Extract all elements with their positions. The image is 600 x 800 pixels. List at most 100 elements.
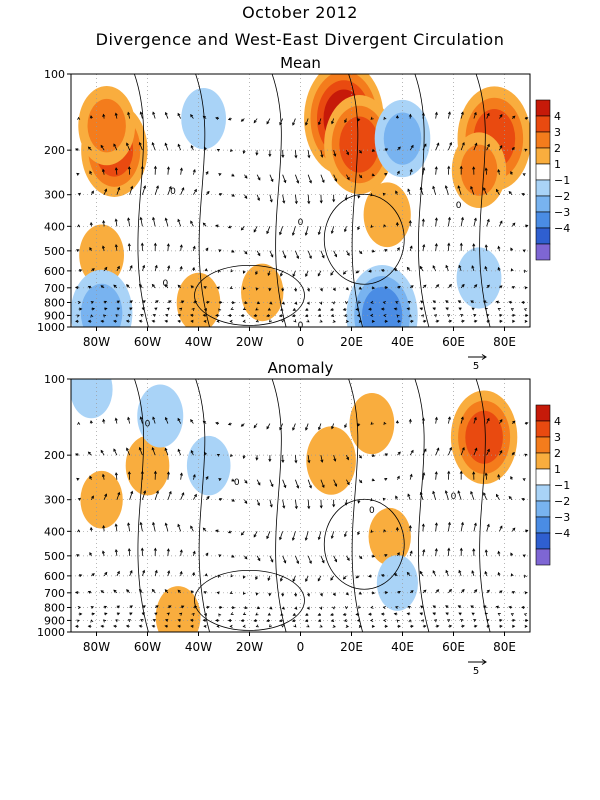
circulation-vector	[483, 187, 488, 195]
vector-head	[407, 188, 411, 192]
reference-vector-label: 5	[473, 361, 479, 372]
circulation-vector	[269, 174, 274, 182]
vector-head	[77, 116, 81, 120]
vector-head	[359, 556, 363, 560]
vector-head	[255, 612, 259, 616]
vector-head	[177, 112, 181, 117]
circulation-vector	[279, 531, 284, 540]
vector-head	[460, 521, 464, 526]
x-tick-label: 60W	[134, 640, 161, 654]
vector-head	[142, 300, 146, 304]
vector-head	[138, 141, 142, 146]
vector-head	[166, 548, 170, 552]
vector-head	[215, 116, 219, 120]
vector-head	[383, 314, 387, 318]
circulation-vector	[331, 226, 335, 234]
vector-head	[152, 416, 156, 420]
vector-head	[127, 416, 131, 421]
colorbar-label: 1	[554, 158, 561, 171]
circulation-vector	[432, 186, 437, 195]
vector-head	[461, 446, 465, 451]
circulation-vector	[320, 555, 325, 563]
vector-head	[294, 201, 298, 205]
circulation-vector	[435, 143, 440, 151]
circulation-vector	[103, 189, 107, 195]
vector-head	[87, 590, 92, 594]
vector-head	[256, 606, 261, 610]
circulation-vector	[470, 186, 475, 195]
vector-head	[525, 618, 529, 622]
circulation-vector	[266, 226, 271, 234]
circulation-vector	[448, 417, 451, 424]
vector-head	[472, 471, 476, 475]
vector-head	[75, 148, 79, 152]
circulation-vector	[307, 479, 312, 489]
vector-head	[368, 307, 372, 311]
vector-head	[204, 268, 208, 272]
circulation-vector	[448, 142, 452, 151]
vector-head	[319, 319, 323, 323]
vector-head	[227, 422, 232, 426]
vector-head	[370, 605, 374, 609]
divergence-shade	[376, 555, 418, 611]
vector-head	[266, 426, 270, 430]
vector-head	[215, 618, 219, 622]
vector-head	[100, 285, 104, 289]
colorbar-swatch	[535, 404, 551, 422]
vector-head	[203, 286, 207, 289]
circulation-vector	[346, 174, 350, 180]
vector-head	[321, 255, 325, 259]
circulation-vector	[164, 143, 169, 151]
vector-head	[253, 619, 257, 623]
x-tick-label: 40E	[391, 640, 414, 654]
vector-head	[380, 269, 385, 273]
vector-head	[495, 300, 499, 304]
vector-head	[371, 173, 376, 177]
circulation-vector	[116, 187, 120, 195]
circulation-vector	[422, 418, 425, 424]
x-tick-label: 20W	[236, 335, 263, 349]
circulation-vector	[266, 423, 271, 429]
vector-head	[269, 624, 273, 628]
vector-head	[151, 588, 155, 593]
x-tick-label: 80W	[83, 640, 110, 654]
vector-head	[508, 190, 512, 195]
vector-head	[164, 142, 168, 146]
circulation-vector	[448, 112, 451, 119]
vector-head	[499, 319, 503, 323]
vector-head	[420, 605, 424, 609]
vector-head	[486, 313, 490, 317]
circulation-vector	[485, 473, 488, 480]
vector-head	[332, 606, 336, 610]
vector-head	[406, 612, 410, 616]
vector-head	[317, 619, 322, 623]
vector-head	[280, 612, 284, 616]
vector-head	[484, 472, 488, 476]
vector-head	[332, 301, 336, 305]
vector-head	[76, 314, 80, 318]
vector-head	[525, 224, 529, 228]
vector-head	[230, 269, 234, 273]
vector-head	[194, 188, 197, 193]
vector-head	[333, 458, 337, 462]
contour-label: 0	[451, 492, 457, 502]
vector-head	[100, 590, 104, 594]
circulation-vector	[115, 113, 118, 119]
vector-head	[75, 624, 79, 628]
circulation-vector	[295, 150, 297, 158]
vector-head	[242, 624, 246, 628]
circulation-vector	[165, 523, 169, 532]
vector-head	[283, 255, 287, 259]
shading-layer	[71, 379, 518, 632]
vector-head	[242, 307, 247, 311]
vector-head	[294, 288, 298, 292]
circulation-vector	[318, 531, 322, 540]
circulation-vector	[305, 575, 309, 582]
vector-head	[203, 451, 207, 456]
vector-head	[280, 319, 285, 323]
vector-head	[497, 613, 501, 616]
vector-head	[334, 254, 338, 258]
vector-head	[219, 300, 223, 304]
vector-head	[177, 417, 181, 422]
y-tick-label: 700	[44, 282, 65, 295]
